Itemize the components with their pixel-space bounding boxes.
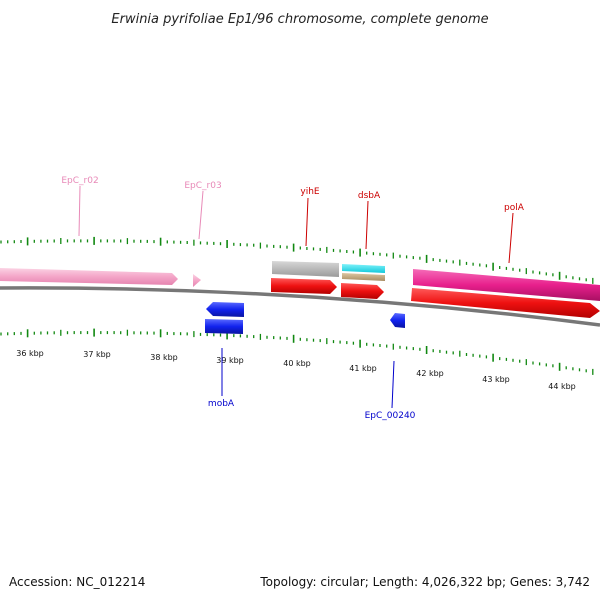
ruler-label-36: 36 kbp — [16, 349, 44, 358]
genome-backbone — [0, 286, 600, 327]
feature-dsbA-cyan[interactable] — [342, 264, 385, 273]
gene-label-EpC_r02[interactable]: EpC_r02 — [61, 176, 98, 186]
leader-EpC_r03 — [198, 190, 204, 240]
feature-yihE-block[interactable] — [272, 261, 339, 277]
map-title: Erwinia pyrifoliae Ep1/96 chromosome, co… — [111, 12, 488, 27]
feature-mobA-block[interactable] — [205, 319, 243, 334]
gene-label-dsbA[interactable]: dsbA — [358, 191, 381, 201]
leader-yihE — [305, 197, 309, 247]
ruler-label-37: 37 kbp — [83, 350, 111, 359]
ruler-label-43: 43 kbp — [482, 375, 510, 384]
feature-dsbA-tan[interactable] — [342, 273, 385, 281]
ruler-label-39: 39 kbp — [216, 356, 244, 365]
feature-EpC_r02[interactable] — [0, 268, 178, 285]
leader-EpC_00240 — [391, 360, 395, 409]
ruler-label-40: 40 kbp — [283, 359, 311, 368]
gene-label-yihE[interactable]: yihE — [300, 187, 320, 197]
feature-EpC_r03[interactable] — [193, 274, 201, 287]
gene-label-EpC_r03[interactable]: EpC_r03 — [184, 181, 221, 191]
feature-EpC_00240[interactable] — [390, 313, 405, 328]
accession-text: Accession: NC_012214 — [9, 575, 145, 589]
ruler-label-42: 42 kbp — [416, 369, 444, 378]
feature-polA-magenta[interactable] — [413, 269, 600, 301]
gene-label-mobA[interactable]: mobA — [208, 399, 235, 409]
ruler-label-44: 44 kbp — [548, 382, 576, 391]
tick-row-upper — [0, 236, 594, 284]
leader-dsbA — [365, 200, 369, 250]
ruler-label-41: 41 kbp — [349, 364, 377, 373]
ruler-label-38: 38 kbp — [150, 353, 178, 362]
gene-label-polA[interactable]: polA — [504, 203, 525, 213]
leader-polA — [508, 212, 514, 264]
tick-row-lower — [0, 328, 594, 375]
feature-polA-cds[interactable] — [411, 288, 600, 318]
genome-summary-text: Topology: circular; Length: 4,026,322 bp… — [259, 575, 590, 589]
feature-dsbA-cds[interactable] — [341, 283, 384, 299]
feature-yihE-cds[interactable] — [271, 278, 337, 294]
feature-mobA-arrow[interactable] — [206, 302, 244, 317]
leader-EpC_r02 — [78, 185, 81, 237]
gene-label-EpC_00240[interactable]: EpC_00240 — [365, 411, 416, 421]
